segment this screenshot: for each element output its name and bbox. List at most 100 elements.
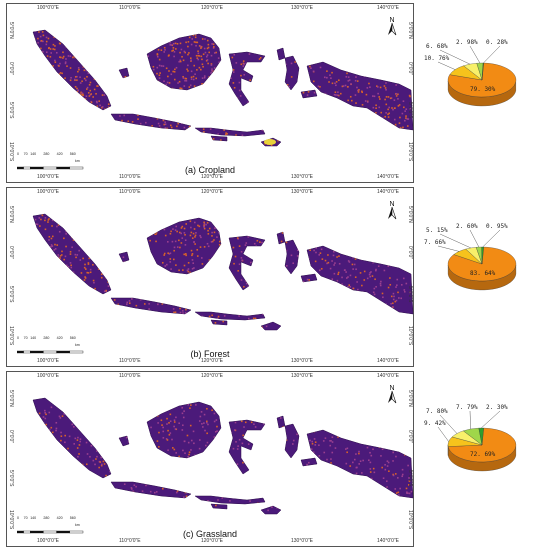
scale-unit-label: km (75, 159, 80, 163)
pie-slice-label: 10. 76% (424, 55, 450, 62)
pie-svg (437, 410, 517, 472)
latitude-label: 5°0'0"S (407, 102, 413, 119)
latitude-label: 10°0'0"S (407, 510, 413, 530)
scale-bar (16, 158, 107, 176)
latitude-label: 10°0'0"S (407, 326, 413, 346)
latitude-label: 5°0'0"N (407, 22, 413, 39)
island-kalimantan (146, 217, 222, 275)
island-java (110, 113, 192, 131)
north-arrow-icon: N (385, 16, 399, 41)
scale-tick-label: 420 (56, 152, 63, 156)
island-timor (260, 321, 282, 331)
pie-slice-label: 0. 95% (486, 223, 508, 230)
island-nusa (194, 311, 266, 321)
longitude-label: 120°0'0"E (201, 5, 223, 11)
pie-leader-line (483, 45, 501, 64)
latitude-label: 0°0'0" (8, 246, 14, 260)
longitude-label: 120°0'0"E (201, 358, 223, 364)
island-java (110, 297, 192, 315)
longitude-label: 140°0'0"E (377, 358, 399, 364)
latitude-label: 5°0'0"N (407, 206, 413, 223)
panel-caption: (c) Grassland (182, 529, 237, 539)
pie-leader-line (437, 61, 456, 70)
longitude-label: 100°0'0"E (37, 189, 59, 195)
scale-tick-label: 560 (69, 152, 76, 156)
scale-tick-label: 70 (23, 152, 28, 156)
longitude-label: 110°0'0"E (119, 538, 141, 544)
latitude-label: 5°0'0"N (8, 206, 14, 223)
island-maluku (284, 423, 300, 459)
pie-slice-label: 5. 15% (426, 227, 448, 234)
latitude-label: 5°0'0"N (8, 390, 14, 407)
island-sumbawa (210, 503, 228, 510)
latitude-label: 0°0'0" (407, 62, 413, 76)
pie-leader-line (469, 45, 481, 64)
svg-text:N: N (389, 201, 394, 208)
longitude-label: 110°0'0"E (119, 358, 141, 364)
pie-slice-label: 79. 30% (470, 86, 496, 93)
latitude-label: 5°0'0"S (407, 470, 413, 487)
longitude-label: 110°0'0"E (119, 373, 141, 379)
longitude-label: 140°0'0"E (377, 5, 399, 11)
pie-slice-label: 2. 98% (456, 39, 478, 46)
island-kalimantan (146, 401, 222, 459)
pie-chart-cropland: 79. 30% 10. 76% 6. 68% 2. 98% 0. 28% (420, 35, 530, 115)
latitude-label: 5°0'0"S (8, 286, 14, 303)
pie-leader-line (482, 229, 501, 248)
scale-tick-label: 0 (17, 516, 19, 520)
longitude-label: 100°0'0"E (37, 358, 59, 364)
pie-slice-label: 7. 66% (424, 239, 446, 246)
longitude-label: 120°0'0"E (201, 538, 223, 544)
panel-caption: (a) Cropland (184, 165, 236, 175)
longitude-label: 130°0'0"E (291, 5, 313, 11)
island-maluku (284, 239, 300, 275)
island-halmahera (276, 415, 286, 429)
longitude-label: 110°0'0"E (119, 189, 141, 195)
pie-leader-line (437, 426, 449, 442)
pie-leader-line (437, 245, 460, 252)
longitude-label: 140°0'0"E (377, 189, 399, 195)
longitude-label: 110°0'0"E (119, 5, 141, 11)
island-texture (215, 504, 217, 507)
island-sumatra (32, 213, 112, 295)
longitude-label: 140°0'0"E (377, 538, 399, 544)
scale-tick-label: 0 (17, 152, 19, 156)
pie-chart-forest: 83. 64% 7. 66% 5. 15% 2. 60% 0. 95% (420, 219, 530, 299)
island-seram (300, 273, 318, 283)
longitude-label: 140°0'0"E (377, 373, 399, 379)
island-nusa (194, 495, 266, 505)
pie-slice-label: 72. 69% (470, 451, 496, 458)
pie-svg (437, 45, 517, 107)
scale-tick-label: 0 (17, 336, 19, 340)
latitude-label: 5°0'0"S (407, 286, 413, 303)
longitude-label: 100°0'0"E (37, 5, 59, 11)
archipelago-group (32, 213, 414, 331)
island-halmahera (276, 231, 286, 245)
island-java (110, 481, 192, 499)
island-sumbawa (210, 135, 228, 142)
map-svg (32, 213, 414, 331)
longitude-label: 130°0'0"E (291, 538, 313, 544)
pie-slice-label: 7. 80% (426, 408, 448, 415)
latitude-label: 10°0'0"S (407, 142, 413, 162)
scale-tick-label: 140 (30, 336, 37, 340)
latitude-label: 5°0'0"S (8, 102, 14, 119)
pie-leader-line (439, 233, 471, 249)
island-sumatra (32, 29, 112, 111)
island-texture (302, 278, 310, 282)
island-texture (214, 320, 225, 324)
longitude-label: 100°0'0"E (37, 174, 59, 180)
scale-tick-label: 420 (56, 516, 63, 520)
pie-slice-label: 2. 60% (456, 223, 478, 230)
latitude-label: 10°0'0"S (8, 326, 14, 346)
pie-slice-label: 0. 28% (486, 39, 508, 46)
scale-tick-label: 70 (23, 336, 28, 340)
island-texture (280, 232, 284, 243)
north-arrow-icon: N (385, 200, 399, 225)
pie-leader-line (439, 414, 458, 434)
map-panel-cropland: 100°0'0"E 100°0'0"E 110°0'0"E 110°0'0"E 120°… (6, 3, 414, 183)
longitude-label: 140°0'0"E (377, 174, 399, 180)
latitude-label: 0°0'0" (8, 430, 14, 444)
longitude-label: 110°0'0"E (119, 174, 141, 180)
svg-text:N: N (389, 17, 394, 24)
